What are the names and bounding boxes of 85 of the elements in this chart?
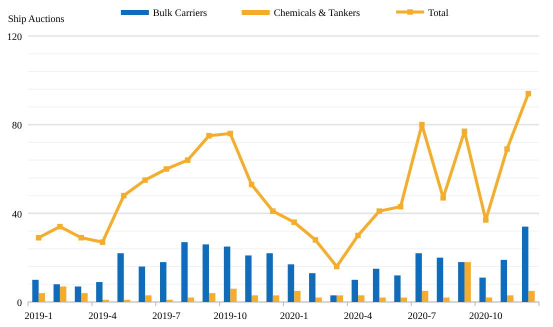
bar [416, 253, 422, 302]
point [36, 234, 42, 240]
point [334, 264, 340, 270]
bar [309, 273, 316, 302]
x-tick-label: 2019-7 [152, 311, 181, 322]
bar [352, 280, 358, 302]
x-tick-label: 2020-4 [344, 311, 372, 322]
legend-label: Chemicals & Tankers [274, 8, 360, 19]
point [483, 217, 489, 223]
bar [394, 275, 401, 302]
point [440, 195, 446, 201]
bar [422, 290, 428, 302]
legend-label: Bulk Carriers [152, 8, 208, 19]
bar [479, 278, 486, 302]
bar [500, 260, 508, 302]
bar [117, 253, 124, 302]
bar [507, 295, 514, 302]
bar [145, 295, 152, 302]
x-tick-label: 2019-4 [88, 311, 117, 322]
bar [252, 295, 258, 302]
x-tick-label: 2020-7 [408, 311, 436, 322]
bar [522, 226, 528, 302]
point [206, 133, 212, 138]
bar [266, 253, 273, 302]
legend-label: Total [428, 8, 449, 19]
bar [379, 298, 386, 302]
x-tick-label: 2019-1 [24, 311, 53, 322]
point [100, 239, 106, 245]
bar [372, 268, 380, 302]
point [228, 130, 234, 136]
bar [486, 298, 492, 302]
bar [60, 286, 66, 302]
bar [202, 244, 209, 302]
bar [272, 295, 280, 302]
bar [443, 298, 450, 302]
bar [358, 295, 364, 302]
bar [138, 266, 146, 302]
bar [245, 255, 252, 302]
bar [528, 290, 535, 302]
point [291, 219, 297, 225]
point [78, 234, 84, 240]
bar [74, 286, 82, 302]
y-tick-label: 80 [12, 120, 22, 132]
bar [458, 262, 464, 302]
x-tick-label: 2020-1 [280, 311, 308, 322]
bar [288, 264, 294, 302]
y-tick-label: 0 [17, 298, 22, 309]
bar [315, 298, 322, 302]
bar [32, 280, 39, 302]
point [248, 182, 254, 188]
point [142, 177, 148, 183]
point [270, 208, 276, 214]
x-tick-label: 2019-10 [214, 311, 247, 322]
bar [160, 262, 166, 302]
y-tick-label: 40 [12, 209, 22, 220]
bar [188, 298, 194, 302]
bar [38, 293, 46, 302]
bar [230, 288, 237, 302]
point [504, 146, 510, 152]
bar [96, 282, 103, 302]
bar [330, 295, 337, 302]
bar [208, 293, 216, 302]
bar [54, 284, 60, 302]
bar [224, 246, 230, 302]
bar [181, 242, 188, 302]
point [121, 192, 127, 198]
point [355, 232, 361, 238]
point [184, 157, 190, 163]
bar [464, 262, 471, 302]
point [419, 122, 425, 128]
point [164, 166, 170, 172]
bar [336, 295, 344, 302]
y-axis-title: Ship Auctions [8, 14, 65, 25]
bar [400, 298, 407, 302]
bar [436, 258, 444, 302]
x-tick-label: 2020-10 [469, 311, 502, 322]
point [398, 204, 404, 210]
y-tick-label: 120 [7, 32, 22, 43]
bar [81, 293, 88, 302]
point [376, 208, 382, 214]
point [526, 90, 532, 96]
point [462, 128, 468, 134]
bar [294, 290, 301, 302]
point [312, 237, 318, 243]
point [57, 224, 63, 230]
